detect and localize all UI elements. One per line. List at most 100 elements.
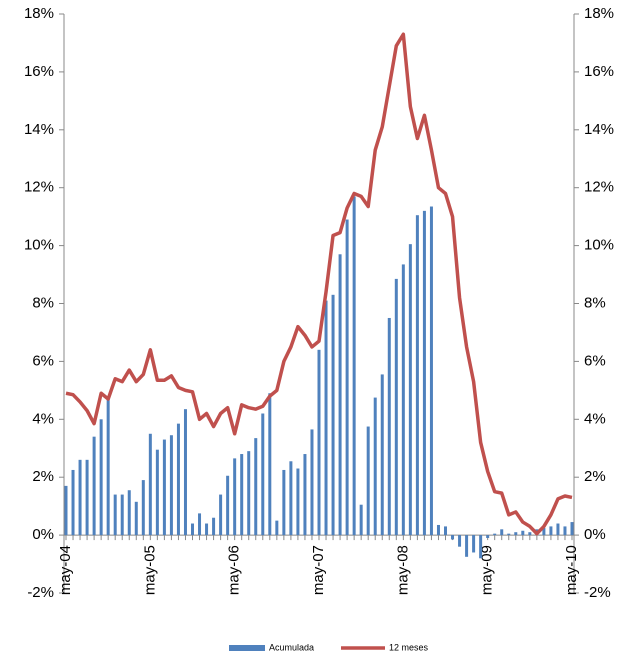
bar [176, 423, 180, 536]
legend-swatch [229, 645, 265, 651]
bar [198, 513, 202, 536]
bar [64, 485, 68, 536]
bar [92, 436, 96, 536]
x-tick-label: may-10 [563, 545, 580, 595]
y2-tick-label: 16% [584, 63, 614, 80]
bar [191, 523, 194, 536]
y2-tick-label: 14% [584, 121, 614, 138]
bar [127, 490, 131, 536]
y-tick-label: 12% [24, 179, 54, 196]
x-tick-label: may-08 [394, 545, 411, 595]
bar [155, 449, 159, 536]
bar [380, 374, 384, 536]
bar [436, 524, 440, 536]
bar [415, 215, 419, 536]
y-tick-label: 16% [24, 63, 54, 80]
bar [212, 517, 216, 536]
line [65, 32, 573, 536]
y-tick-label: 2% [32, 468, 54, 485]
bar [71, 469, 75, 536]
x-tick-label: may-05 [141, 545, 158, 595]
bar [106, 396, 110, 536]
bar [183, 409, 187, 536]
bar [444, 526, 447, 536]
x-tick-label: may-09 [479, 545, 496, 595]
bar [254, 438, 258, 536]
bar [317, 349, 321, 536]
bar [359, 504, 363, 536]
bar [514, 532, 518, 536]
y-tick-label: 4% [32, 410, 54, 427]
bar [247, 451, 251, 536]
y2-tick-label: 18% [584, 5, 614, 22]
bar [486, 535, 490, 538]
y2-tick-label: 8% [584, 294, 606, 311]
bar [556, 523, 560, 536]
bar [282, 469, 286, 536]
bar [458, 535, 462, 547]
y2-tick-label: 2% [584, 468, 606, 485]
bar [162, 439, 166, 536]
bar [169, 435, 173, 536]
bar [493, 533, 497, 536]
bar [303, 454, 307, 536]
bar [240, 454, 244, 536]
x-tick-label: may-06 [226, 545, 243, 595]
bar [268, 393, 272, 536]
legend-label: 12 meses [389, 642, 429, 652]
y-tick-label: 18% [24, 5, 54, 22]
y2-tick-label: 0% [584, 526, 606, 543]
bar [141, 480, 145, 536]
bar [422, 210, 426, 536]
bar [366, 426, 370, 536]
bar [275, 520, 279, 536]
bar [261, 413, 265, 536]
bar [219, 494, 223, 536]
y-tick-label: 8% [32, 294, 54, 311]
bar [113, 494, 117, 536]
bar [85, 459, 89, 536]
bar [233, 458, 237, 536]
bar [226, 475, 230, 536]
y2-tick-label: 12% [584, 179, 614, 196]
bar [549, 526, 553, 536]
x-tick-label: may-07 [310, 545, 327, 595]
bar [500, 529, 504, 536]
y-tick-label: 0% [32, 526, 54, 543]
bar [99, 419, 103, 536]
y-tick-label: -2% [27, 584, 54, 601]
bar [373, 397, 377, 536]
bar [401, 264, 405, 536]
bar [528, 532, 532, 536]
bar [521, 530, 525, 536]
bar [331, 294, 335, 536]
bar [310, 429, 314, 536]
y2-tick-label: 4% [584, 410, 606, 427]
bar [563, 526, 567, 536]
y-tick-label: 6% [32, 352, 54, 369]
bar [472, 535, 476, 553]
bar [345, 219, 349, 536]
bar [296, 468, 300, 536]
bar [352, 196, 356, 536]
legend-label: Acumulada [269, 642, 314, 652]
bar [205, 523, 209, 536]
bar [148, 433, 152, 536]
bar [429, 206, 433, 536]
bar [120, 494, 124, 536]
bar [507, 533, 511, 536]
bar [479, 535, 483, 559]
bar [570, 522, 574, 536]
bar [134, 501, 138, 536]
bar [451, 535, 455, 540]
y2-tick-label: 10% [584, 237, 614, 254]
bar [465, 535, 469, 557]
x-tick-label: may-04 [57, 545, 74, 595]
bar [289, 461, 293, 536]
bar [78, 459, 82, 536]
y2-tick-label: 6% [584, 352, 606, 369]
bar [338, 254, 342, 536]
y2-tick-label: -2% [584, 584, 611, 601]
